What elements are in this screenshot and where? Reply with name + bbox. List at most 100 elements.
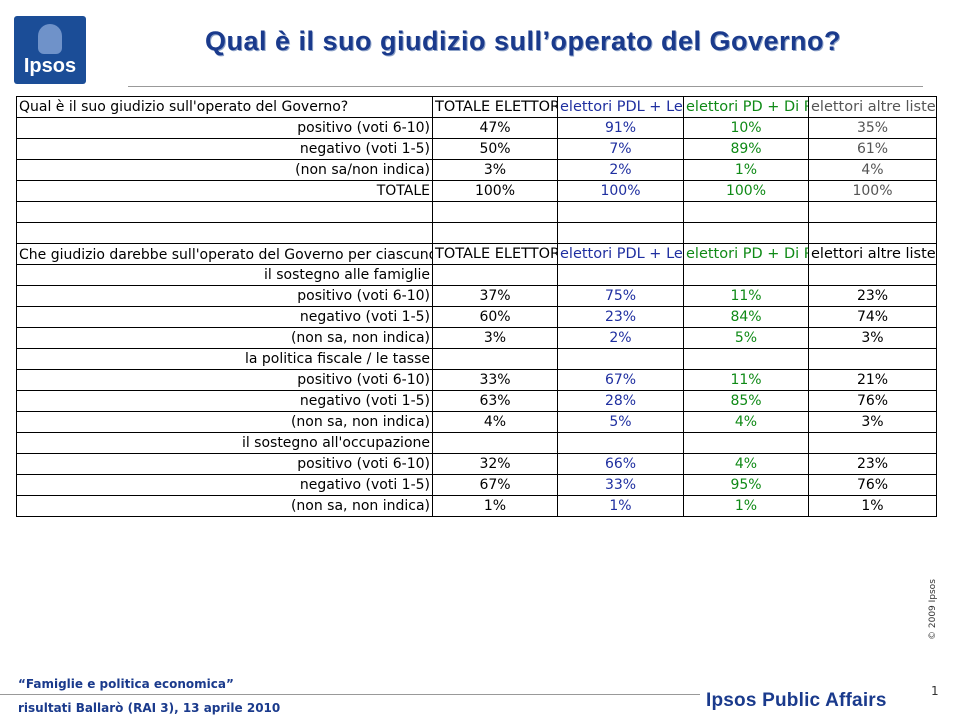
empty-cell xyxy=(557,201,684,223)
row-label: (non sa, non indica) xyxy=(16,495,433,517)
header-totale: TOTALE ELETTORI xyxy=(432,243,558,265)
value-pdl-lega: 2% xyxy=(557,327,684,349)
table-row: negativo (voti 1-5) 50% 7% 89% 61% xyxy=(16,138,937,160)
empty-cell xyxy=(16,222,433,244)
value-totale: 3% xyxy=(432,327,558,349)
value-pdl-lega: 33% xyxy=(557,474,684,496)
empty-cell xyxy=(557,348,684,370)
value-pd-dipietro: 11% xyxy=(683,285,809,307)
empty-cell xyxy=(432,222,558,244)
value-pdl-lega: 2% xyxy=(557,159,684,181)
header-totale: TOTALE ELETTORI xyxy=(432,96,558,118)
value-totale: 50% xyxy=(432,138,558,160)
value-pdl-lega: 67% xyxy=(557,369,684,391)
footer-subtitle: “Famiglie e politica economica” xyxy=(18,677,234,691)
empty-cell xyxy=(808,201,937,223)
table-row: negativo (voti 1-5) 67% 33% 95% 76% xyxy=(16,474,937,496)
empty-cell xyxy=(557,432,684,454)
value-altre-liste: 21% xyxy=(808,369,937,391)
empty-cell xyxy=(432,201,558,223)
value-pdl-lega: 5% xyxy=(557,411,684,433)
logo-text: Ipsos xyxy=(23,55,77,77)
table-row: negativo (voti 1-5) 63% 28% 85% 76% xyxy=(16,390,937,412)
row-label: negativo (voti 1-5) xyxy=(16,390,433,412)
value-altre-liste: 23% xyxy=(808,285,937,307)
table-row: (non sa, non indica) 1% 1% 1% 1% xyxy=(16,495,937,517)
copyright-text: © 2009 Ipsos xyxy=(928,579,938,640)
value-totale: 4% xyxy=(432,411,558,433)
row-label: (non sa, non indica) xyxy=(16,327,433,349)
value-pd-dipietro: 84% xyxy=(683,306,809,328)
header-altre-liste: elettori altre liste, astenuti, non indi… xyxy=(808,243,937,265)
empty-cell xyxy=(683,201,809,223)
empty-cell xyxy=(808,348,937,370)
empty-cell xyxy=(683,264,809,286)
table1-question: Qual è il suo giudizio sull'operato del … xyxy=(16,96,433,118)
row-label: positivo (voti 6-10) xyxy=(16,285,433,307)
value-pdl-lega: 100% xyxy=(557,180,684,202)
value-totale: 47% xyxy=(432,117,558,139)
value-pd-dipietro: 11% xyxy=(683,369,809,391)
empty-cell xyxy=(557,222,684,244)
value-pdl-lega: 75% xyxy=(557,285,684,307)
empty-cell xyxy=(808,264,937,286)
empty-row xyxy=(16,201,937,223)
table2-header-row: Che giudizio darebbe sull'operato del Go… xyxy=(16,243,937,265)
empty-cell xyxy=(683,348,809,370)
value-altre-liste: 3% xyxy=(808,411,937,433)
page-title: Qual è il suo giudizio sull’operato del … xyxy=(204,26,842,56)
value-pd-dipietro: 95% xyxy=(683,474,809,496)
value-pd-dipietro: 85% xyxy=(683,390,809,412)
section-title: il sostegno alle famiglie xyxy=(16,264,433,286)
value-pdl-lega: 1% xyxy=(557,495,684,517)
table-row: positivo (voti 6-10) 33% 67% 11% 21% xyxy=(16,369,937,391)
table-row: negativo (voti 1-5) 60% 23% 84% 74% xyxy=(16,306,937,328)
value-totale: 60% xyxy=(432,306,558,328)
value-pd-dipietro: 4% xyxy=(683,453,809,475)
value-pdl-lega: 66% xyxy=(557,453,684,475)
value-altre-liste: 3% xyxy=(808,327,937,349)
table2-question: Che giudizio darebbe sull'operato del Go… xyxy=(16,243,433,265)
value-totale: 37% xyxy=(432,285,558,307)
header-pd-dipietro: elettori PD + Di Pietro xyxy=(683,96,809,118)
results-tables: Qual è il suo giudizio sull'operato del … xyxy=(16,96,937,517)
row-label: positivo (voti 6-10) xyxy=(16,453,433,475)
table-row: positivo (voti 6-10) 47% 91% 10% 35% xyxy=(16,117,937,139)
head-profile-icon xyxy=(38,24,62,54)
row-label: negativo (voti 1-5) xyxy=(16,138,433,160)
table-row: (non sa, non indica) 4% 5% 4% 3% xyxy=(16,411,937,433)
value-totale: 32% xyxy=(432,453,558,475)
table-row: positivo (voti 6-10) 32% 66% 4% 23% xyxy=(16,453,937,475)
value-altre-liste: 100% xyxy=(808,180,937,202)
empty-row xyxy=(16,222,937,244)
value-altre-liste: 61% xyxy=(808,138,937,160)
value-totale: 3% xyxy=(432,159,558,181)
value-altre-liste: 74% xyxy=(808,306,937,328)
table-row: (non sa/non indica) 3% 2% 1% 4% xyxy=(16,159,937,181)
empty-cell xyxy=(432,264,558,286)
empty-cell xyxy=(16,201,433,223)
header-pdl-lega: elettori PDL + Lega xyxy=(557,96,684,118)
row-label: positivo (voti 6-10) xyxy=(16,369,433,391)
value-pdl-lega: 28% xyxy=(557,390,684,412)
brand-text: Ipsos Public Affairs xyxy=(706,690,887,711)
value-altre-liste: 76% xyxy=(808,390,937,412)
value-pd-dipietro: 4% xyxy=(683,411,809,433)
section-row: il sostegno all'occupazione xyxy=(16,432,937,454)
value-pdl-lega: 7% xyxy=(557,138,684,160)
empty-cell xyxy=(557,264,684,286)
value-pd-dipietro: 1% xyxy=(683,495,809,517)
value-altre-liste: 35% xyxy=(808,117,937,139)
empty-cell xyxy=(808,432,937,454)
row-label: positivo (voti 6-10) xyxy=(16,117,433,139)
section-row: la politica fiscale / le tasse xyxy=(16,348,937,370)
title-divider xyxy=(128,86,923,87)
value-pd-dipietro: 1% xyxy=(683,159,809,181)
value-pdl-lega: 23% xyxy=(557,306,684,328)
section-title: il sostegno all'occupazione xyxy=(16,432,433,454)
empty-cell xyxy=(432,348,558,370)
row-label: (non sa, non indica) xyxy=(16,411,433,433)
row-label: negativo (voti 1-5) xyxy=(16,474,433,496)
header-altre-liste: elettori altre liste, astenuti, non indi… xyxy=(808,96,937,118)
value-totale: 100% xyxy=(432,180,558,202)
